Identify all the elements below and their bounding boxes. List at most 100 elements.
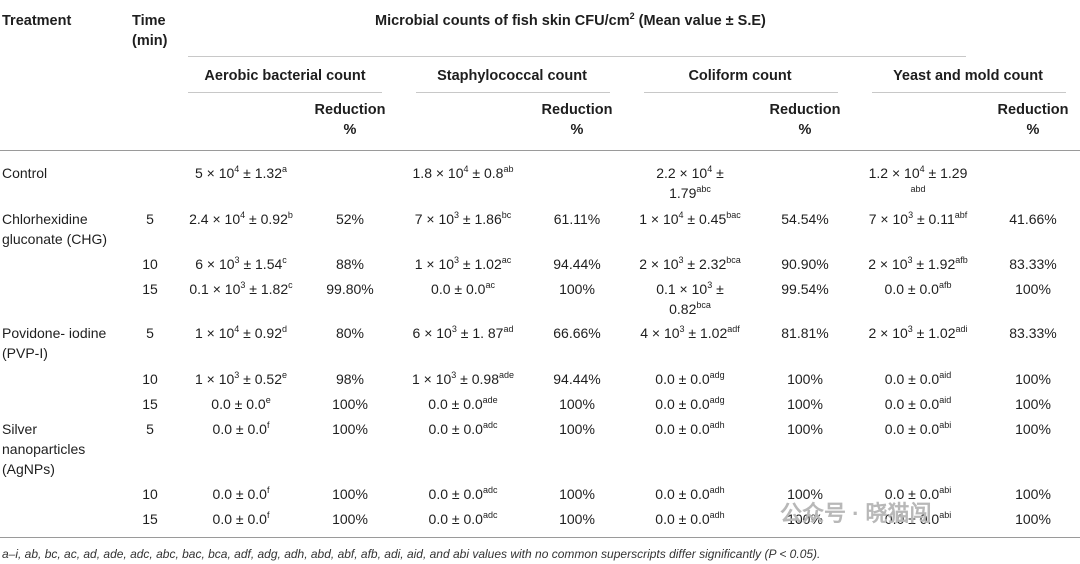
treatment-chg-line2: gluconate (CHG) — [2, 231, 108, 247]
count-cell: 0.0 ± 0.0abi — [884, 485, 952, 503]
reduction-cell: 100% — [787, 511, 823, 527]
group-rule — [872, 92, 1066, 93]
reduction-cell: 100% — [1015, 421, 1051, 437]
reduction-cell: 94.44% — [553, 256, 601, 272]
reduction-cell: 81.81% — [781, 325, 829, 341]
reduction-header: Reduction% — [997, 102, 1069, 138]
reduction-cell: 99.80% — [326, 281, 374, 297]
reduction-cell: 90.90% — [781, 256, 829, 272]
count-cell: 0.0 ± 0.0ade — [428, 395, 498, 413]
reduction-cell: 100% — [332, 396, 368, 412]
header-time: Time — [132, 13, 166, 29]
reduction-cell: 100% — [1015, 281, 1051, 297]
reduction-cell: 83.33% — [1009, 256, 1057, 272]
treatment-chg: Chlorhexidine — [2, 211, 88, 227]
count-cell: 0.0 ± 0.0f — [212, 485, 270, 503]
treatment-agnp-line2: nanoparticles — [2, 441, 86, 457]
treatment-pvp: Povidone- iodine — [2, 325, 107, 341]
reduction-cell: 66.66% — [553, 325, 601, 341]
count-cell: 0.0 ± 0.0aid — [884, 395, 952, 413]
count-cell: 5 × 104 ± 1.32a — [194, 164, 288, 182]
count-cell: 2.2 × 104 ±1.79abc — [656, 164, 724, 202]
reduction-cell: 94.44% — [553, 371, 601, 387]
count-cell: 1 × 104 ± 0.92d — [194, 324, 288, 342]
count-cell: 1 × 104 ± 0.45bac — [639, 210, 741, 228]
count-cell: 0.0 ± 0.0abi — [884, 510, 952, 528]
time-cell: 10 — [142, 486, 158, 502]
count-cell: 2 × 103 ± 2.32bca — [639, 255, 741, 273]
reduction-header: Reduction% — [541, 102, 613, 138]
count-cell: 0.0 ± 0.0aid — [884, 370, 952, 388]
count-cell: 7 × 103 ± 0.11abf — [868, 210, 968, 228]
count-cell: 1.8 × 104 ± 0.8ab — [412, 164, 514, 182]
header-time-unit: (min) — [132, 33, 168, 49]
time-cell: 5 — [146, 325, 154, 341]
count-cell: 0.0 ± 0.0f — [212, 510, 270, 528]
count-cell: 0.0 ± 0.0f — [212, 420, 270, 438]
reduction-cell: 100% — [787, 486, 823, 502]
count-cell: 2.4 × 104 ± 0.92b — [189, 210, 293, 228]
treatment-agnp: Silver — [2, 421, 38, 437]
group-rule — [644, 92, 838, 93]
group-yeast: Yeast and mold count — [893, 68, 1043, 84]
reduction-cell: 100% — [1015, 371, 1051, 387]
time-cell: 15 — [142, 511, 158, 527]
reduction-cell: 100% — [559, 421, 595, 437]
count-cell: 0.0 ± 0.0adh — [655, 510, 725, 528]
reduction-cell: 100% — [559, 486, 595, 502]
header-rule — [188, 56, 966, 57]
count-cell: 2 × 103 ± 1.02adi — [868, 324, 968, 342]
treatment-control: Control — [2, 165, 48, 181]
reduction-cell: 54.54% — [781, 211, 829, 227]
count-cell: 0.0 ± 0.0abi — [884, 420, 952, 438]
count-cell: 0.0 ± 0.0e — [211, 395, 271, 413]
count-cell: 0.0 ± 0.0adc — [428, 420, 498, 438]
count-cell: 0.0 ± 0.0adc — [428, 485, 498, 503]
count-cell: 0.1 × 103 ± 1.82c — [189, 280, 293, 298]
reduction-cell: 100% — [787, 396, 823, 412]
reduction-cell: 88% — [335, 256, 365, 272]
reduction-header: Reduction% — [314, 102, 386, 138]
group-rule — [416, 92, 610, 93]
count-cell: 1.2 × 104 ± 1.29 abd — [868, 164, 968, 194]
count-cell: 0.0 ± 0.0adh — [655, 420, 725, 438]
count-cell: 7 × 103 ± 1.86bc — [414, 210, 512, 228]
reduction-cell: 100% — [787, 421, 823, 437]
reduction-cell: 98% — [335, 371, 365, 387]
reduction-header: Reduction% — [769, 102, 841, 138]
reduction-cell: 100% — [787, 371, 823, 387]
count-cell: 0.0 ± 0.0adg — [655, 370, 725, 388]
footnote: a–i, ab, bc, ac, ad, ade, adc, abc, bac,… — [2, 547, 821, 561]
group-aerobic: Aerobic bacterial count — [204, 68, 366, 84]
count-cell: 4 × 103 ± 1.02adf — [640, 324, 740, 342]
count-cell: 0.1 × 103 ±0.82bca — [656, 280, 724, 318]
group-staph: Staphylococcal count — [437, 68, 587, 84]
reduction-cell: 52% — [335, 211, 365, 227]
treatment-pvp-line2: (PVP-I) — [2, 345, 48, 361]
count-cell: 1 × 103 ± 0.98ade — [411, 370, 515, 388]
group-coliform: Coliform count — [688, 68, 792, 84]
count-cell: 0.0 ± 0.0afb — [884, 280, 952, 298]
reduction-cell: 100% — [1015, 486, 1051, 502]
reduction-cell: 100% — [559, 396, 595, 412]
count-cell: 1 × 103 ± 1.02ac — [414, 255, 512, 273]
count-cell: 6 × 103 ± 1. 87ad — [412, 324, 514, 342]
reduction-cell: 100% — [1015, 511, 1051, 527]
reduction-cell: 41.66% — [1009, 211, 1057, 227]
time-cell: 10 — [142, 256, 158, 272]
time-cell: 15 — [142, 281, 158, 297]
reduction-cell: 100% — [332, 421, 368, 437]
count-cell: 6 × 103 ± 1.54c — [195, 255, 287, 273]
reduction-cell: 100% — [332, 486, 368, 502]
count-cell: 0.0 ± 0.0adc — [428, 510, 498, 528]
group-rule — [188, 92, 382, 93]
reduction-cell: 100% — [559, 511, 595, 527]
count-cell: 2 × 103 ± 1.92afb — [868, 255, 968, 273]
table-bottom-rule — [0, 537, 1080, 538]
watermark: 公众号 · 晓猫闯 — [780, 501, 932, 526]
treatment-agnp-line3: (AgNPs) — [2, 461, 55, 477]
header-bottom-rule — [0, 150, 1080, 151]
count-cell: 0.0 ± 0.0adg — [655, 395, 725, 413]
reduction-cell: 100% — [1015, 396, 1051, 412]
header-treatment: Treatment — [2, 13, 72, 29]
